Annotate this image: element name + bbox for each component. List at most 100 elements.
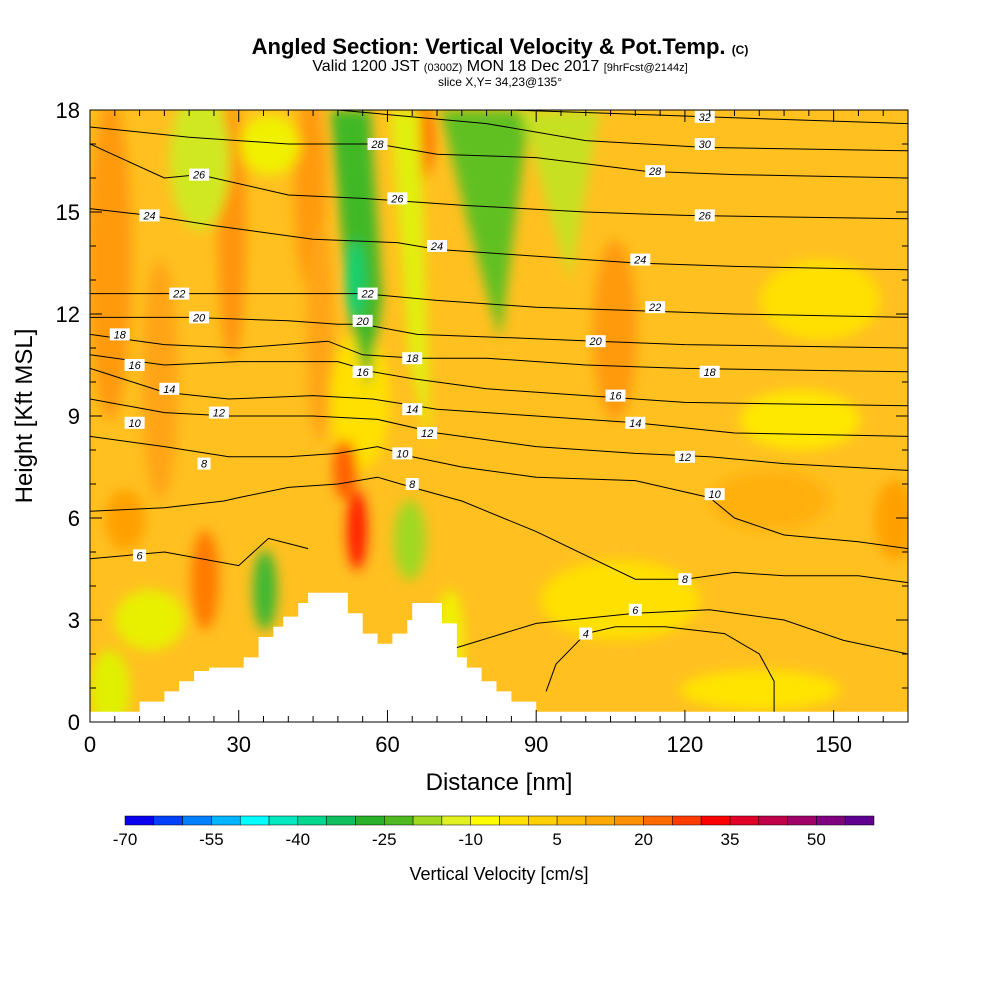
contour-label-text: 18 [704,367,717,379]
contour-label-bg [197,457,211,470]
contour-label-bg [630,253,651,266]
strong-updraft-core [347,490,367,570]
contour-label-text: 18 [114,329,127,341]
contour-label-bg [628,603,642,616]
contour-label-text: 26 [390,193,404,205]
colorbar-swatch [758,815,788,826]
contour-label-text: 10 [396,448,409,460]
colorbar-swatch [124,815,155,826]
contour-label-text: 12 [679,452,691,464]
terrain-profile [90,592,908,722]
isentrope-24 [90,208,908,271]
contour-label-bg [392,447,413,460]
contour-label: 10 [124,416,145,430]
colorbar-swatch [412,815,443,826]
downdraft-region [253,550,277,630]
isentrope-8 [90,476,908,584]
contour-label-bg [427,240,448,252]
contour-label-text: 16 [357,367,370,379]
downdraft-region [394,500,426,580]
isentrope-28 [90,126,908,179]
terrain-mask [90,592,908,722]
contour-label: 20 [585,335,606,348]
contour-label-bg [387,192,408,205]
contour-label-text: 12 [213,408,225,420]
contour-label-bg [694,138,715,150]
colorbar-label: 20 [634,830,653,849]
y-tick-label: 0 [68,710,80,735]
downdraft-region [680,670,840,710]
contour-label: 12 [417,427,438,440]
contour-label-text: 4 [583,629,589,641]
colorbar-swatch [816,815,846,826]
contour-label-bg [579,627,593,640]
downdraft-region [740,390,860,450]
contour-label: 4 [579,627,593,641]
contour-label-text: 10 [128,418,141,430]
contour-label-text: 26 [698,210,712,222]
title-main: Angled Section: Vertical Velocity & Pot.… [251,34,726,59]
contour-label: 10 [704,488,725,501]
strong-downdraft-core [345,240,365,320]
contour-label-text: 8 [201,459,208,471]
colorbar-swatch [672,815,702,826]
colorbar-swatch [614,815,644,826]
updraft-region [875,480,908,560]
colorbar-swatch [585,815,615,826]
contour-label: 8 [197,457,211,471]
colorbar-label: -10 [458,830,483,849]
contour-label: 16 [124,359,145,372]
contour-label-bg [645,301,666,314]
x-axis-title: Distance [nm] [426,769,573,796]
contour-label-text: 30 [699,139,712,151]
x-tick-label: 150 [815,732,852,757]
contour-label: 14 [402,403,423,416]
contour-label: 16 [605,389,626,403]
contour-label: 26 [694,209,715,222]
downdraft-region [240,115,300,175]
contour-label-bg [674,450,695,463]
colorbar-label: -70 [113,830,138,849]
colorbar-swatch [297,815,327,826]
contour-label: 14 [625,416,646,430]
valid-prefix: Valid 1200 JST [312,58,420,75]
colorbar-label: 50 [807,830,826,849]
contour-label: 22 [645,301,666,314]
contour-label-text: 16 [128,360,141,372]
downdraft-region [330,330,390,470]
contour-label: 28 [367,138,388,151]
contour-label-text: 24 [430,241,443,253]
contour-label-text: 14 [629,418,641,430]
contour-label-text: 16 [609,391,622,403]
contour-label-bg [625,416,646,429]
contour-label-text: 12 [421,428,433,440]
downdraft-region [440,110,530,340]
isentrope-22 [90,293,908,318]
x-axis-ticks: 0 30 60 90 120 150 [84,110,909,757]
colorbar-swatch [326,815,356,826]
contour-label: 10 [392,447,413,460]
contour-label: 26 [189,168,210,182]
isentrope-4 [545,626,775,712]
contour-label-text: 20 [192,312,206,324]
contour-label-text: 6 [632,605,639,617]
isentrope-6 [446,609,908,655]
y-tick-label: 9 [68,404,80,429]
y-tick-label: 18 [56,98,80,123]
y-tick-label: 6 [68,506,80,531]
slice-info: slice X,Y= 34,23@135° [437,75,563,89]
contour-label: 6 [628,603,642,617]
contour-label-bg [699,365,720,378]
contour-label-bg [678,573,692,586]
contour-label-text: 26 [192,170,206,182]
colorbar-label: -55 [199,830,224,849]
y-axis-ticks: 0 3 6 9 12 15 18 [56,98,908,735]
contour-label: 14 [159,382,180,396]
colorbar-swatch [729,815,760,826]
contour-label: 26 [387,192,408,205]
contour-label: 20 [189,311,210,324]
colorbar-swatch [182,815,212,826]
colorbar-swatch [211,815,241,826]
